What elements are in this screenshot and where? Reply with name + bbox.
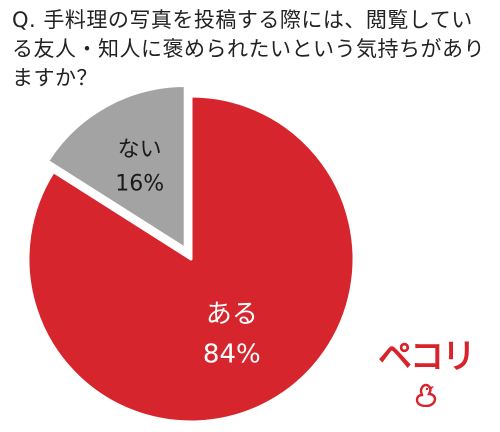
slice-category-label: ない [118, 137, 162, 162]
chart-title: Q. 手料理の写真を投稿する際には、閲覧している友人・知人に褒められたいという気… [12, 8, 485, 90]
pie-slices [26, 83, 356, 424]
slice-category-label: ある [206, 299, 258, 329]
bird-icon [415, 383, 437, 407]
pie-labels: ある 84% ない 16% [115, 137, 261, 369]
brand-name: ペコリ [378, 337, 476, 377]
brand-logo: ペコリ [376, 335, 476, 415]
slice-value-label: 16% [115, 171, 164, 196]
pie-slice-no [46, 83, 187, 250]
pie-slice-yes [26, 94, 356, 424]
slice-value-label: 84% [203, 339, 261, 369]
